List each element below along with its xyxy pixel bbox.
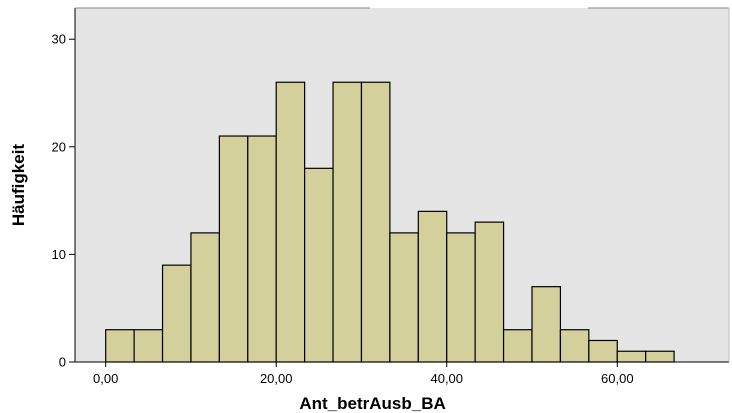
histogram-bar	[161, 264, 192, 363]
y-tick-label: 10	[52, 247, 66, 262]
histogram-bar	[474, 221, 505, 363]
y-ticks-group: 0 10 20 30	[52, 32, 75, 370]
histogram-bar	[446, 232, 476, 363]
x-tick-label: 0,00	[93, 371, 118, 386]
bars-group	[105, 81, 675, 363]
histogram-bar	[247, 135, 277, 363]
y-tick-label: 30	[52, 32, 66, 47]
histogram-bar	[417, 210, 448, 363]
x-tick-label: 20,00	[260, 371, 293, 386]
x-tick-label: 60,00	[601, 371, 634, 386]
x-axis-title: Ant_betrAusb_BA	[299, 394, 445, 413]
histogram-bar	[360, 81, 391, 363]
histogram-bar	[304, 167, 334, 363]
y-tick-label: 0	[59, 355, 66, 370]
histogram-bar	[389, 232, 419, 363]
x-tick-label: 40,00	[430, 371, 463, 386]
histogram-bar	[559, 329, 590, 363]
axes-group	[74, 7, 730, 363]
histogram-bar	[645, 350, 675, 363]
histogram-bar	[588, 339, 618, 363]
histogram-bar	[616, 350, 647, 363]
histogram-bar	[133, 329, 164, 363]
histogram-bar	[502, 329, 533, 363]
histogram-bar	[275, 81, 306, 363]
x-ticks-group: 0,00 20,00 40,00 60,00	[93, 362, 634, 386]
histogram-bar	[190, 232, 220, 363]
y-tick-label: 20	[52, 139, 66, 154]
histogram-bar	[531, 286, 562, 363]
histogram-bar	[105, 329, 135, 363]
histogram-bar	[218, 135, 249, 363]
histogram-bar	[332, 81, 363, 363]
y-axis-title: Häufigkeit	[9, 144, 28, 227]
